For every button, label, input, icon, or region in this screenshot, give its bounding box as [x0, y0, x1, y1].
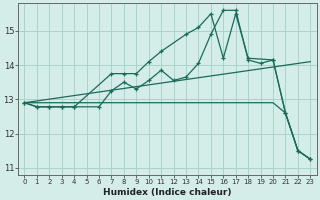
X-axis label: Humidex (Indice chaleur): Humidex (Indice chaleur)	[103, 188, 232, 197]
